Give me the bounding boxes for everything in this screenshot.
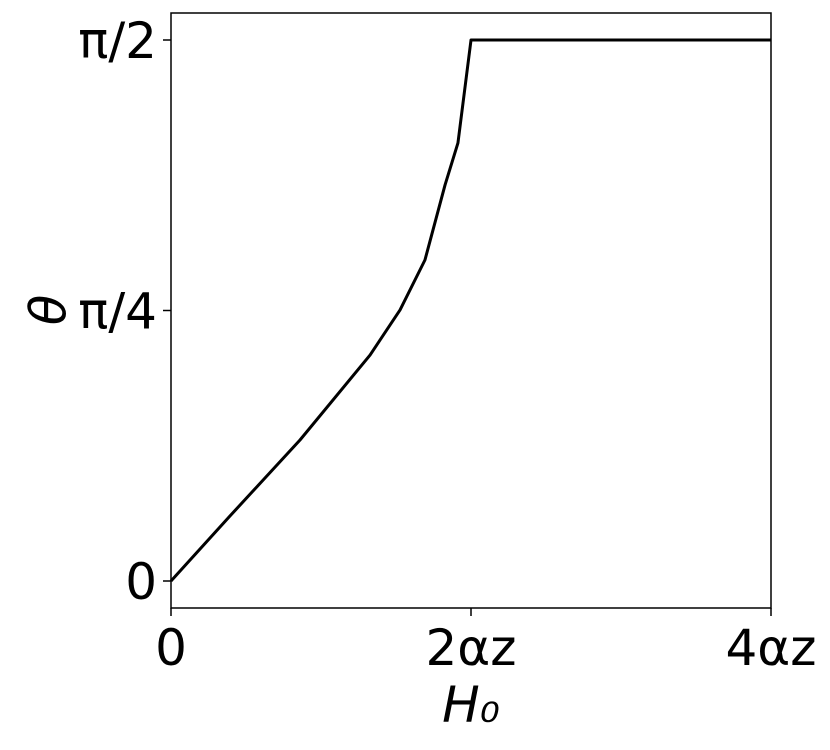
x-tick-label: 4αz bbox=[725, 619, 816, 677]
x-axis-label: H₀ bbox=[442, 676, 500, 734]
y-tick-label: 0 bbox=[125, 553, 157, 611]
plot-frame bbox=[170, 12, 772, 609]
y-tick-label: π/2 bbox=[78, 12, 157, 70]
x-tick-label: 2αz bbox=[425, 619, 516, 677]
y-axis-label: θ bbox=[20, 295, 78, 326]
y-tick-label: π/4 bbox=[78, 283, 157, 341]
x-tick-label: 0 bbox=[155, 619, 187, 677]
line bbox=[169, 38, 771, 583]
